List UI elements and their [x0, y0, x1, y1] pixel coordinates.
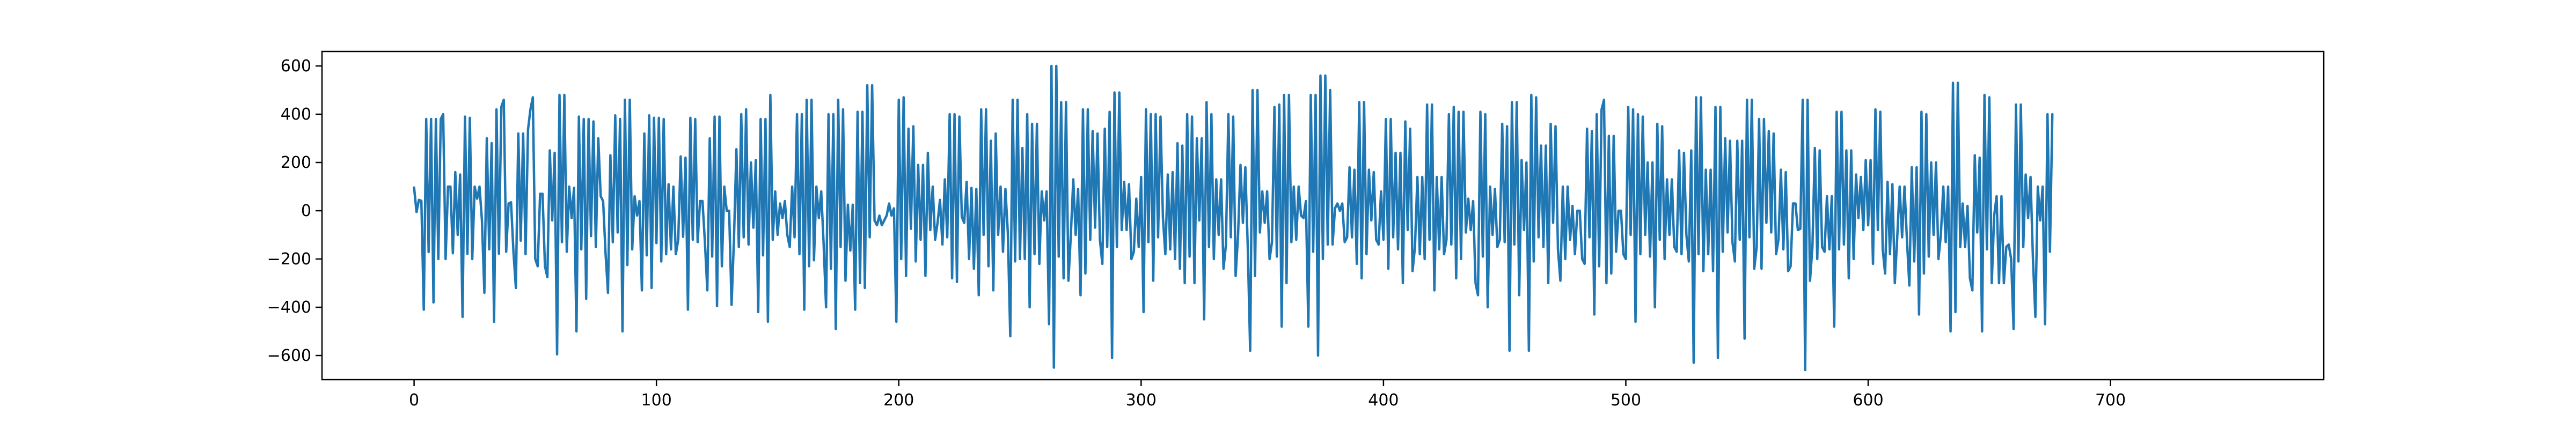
- x-tick-label: 300: [1126, 391, 1157, 410]
- y-tick-label: 0: [301, 202, 311, 220]
- y-tick-label: 400: [281, 105, 311, 124]
- x-tick-label: 500: [1611, 391, 1641, 410]
- y-tick-label: −600: [267, 346, 311, 365]
- x-tick-label: 100: [641, 391, 672, 410]
- x-tick-label: 400: [1368, 391, 1399, 410]
- plot-frame: [321, 50, 2325, 381]
- x-tick-label: 200: [883, 391, 914, 410]
- y-tick-label: −200: [267, 250, 311, 269]
- y-tick-label: 600: [281, 57, 311, 76]
- y-tick-label: −400: [267, 298, 311, 317]
- x-tick-label: 600: [1853, 391, 1883, 410]
- x-axis: 0 100 200 300 400 500 600 700: [409, 380, 2126, 410]
- y-axis: −600 −400 −200 0 200 400 600: [267, 57, 322, 365]
- y-tick-label: 200: [281, 153, 311, 172]
- x-tick-label: 700: [2095, 391, 2126, 410]
- x-tick-label: 0: [409, 391, 419, 410]
- series-line: [413, 64, 2054, 372]
